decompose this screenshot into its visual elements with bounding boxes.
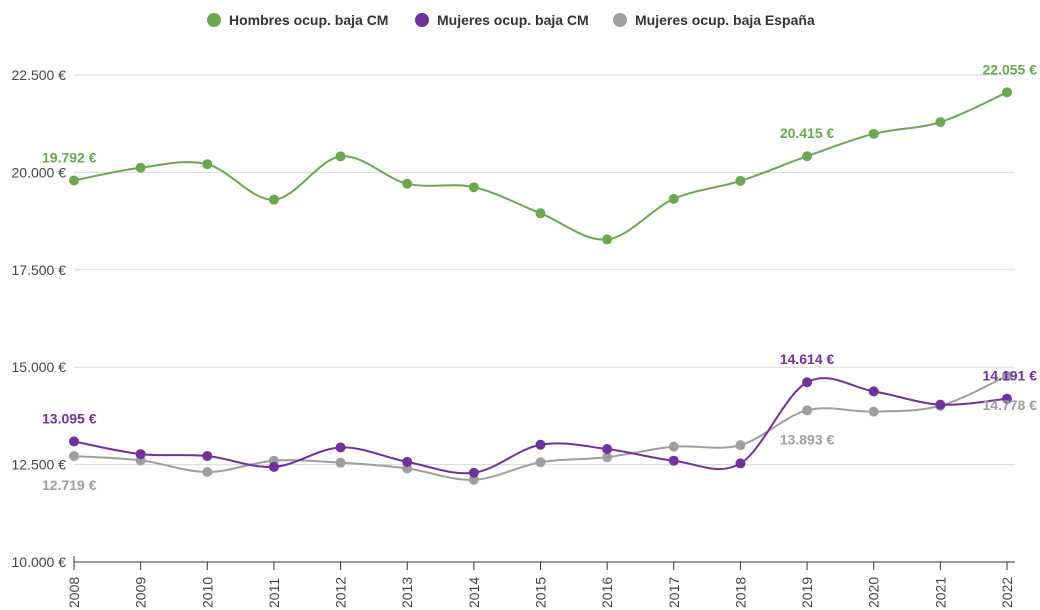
data-point [335,457,346,468]
legend-marker-mujeres-espana [613,13,627,27]
data-point [468,182,479,193]
data-point [468,467,479,478]
x-tick-label: 2019 [799,577,815,608]
data-label: 13.095 € [42,410,97,426]
legend-label-mujeres-cm: Mujeres ocup. baja CM [437,12,589,28]
x-tick-label: 2015 [533,577,549,608]
data-label: 19.792 € [42,150,97,166]
data-point [802,377,813,388]
data-point [1002,370,1012,381]
series-0 [69,87,1012,245]
data-point [735,458,746,469]
x-axis: 2008 2009 2010 2011 2012 2013 2014 2015 2016 2017… [66,556,1015,608]
data-point [468,474,479,485]
data-point [202,451,213,462]
data-label: 14.778 € [983,397,1038,413]
data-point [668,193,679,204]
series-1 [69,377,1012,478]
x-tick-label: 2021 [932,577,948,608]
data-point [202,467,213,478]
y-tick-label: 17.500 € [12,262,67,278]
x-tick-label: 2008 [66,577,82,608]
data-point [602,234,613,245]
data-label: 14.191 € [983,368,1038,384]
x-tick-label: 2020 [866,577,882,608]
data-point [868,386,879,397]
data-point [868,406,879,417]
data-point [535,457,546,468]
legend-label-mujeres-espana: Mujeres ocup. baja España [635,12,815,28]
y-tick-label: 15.000 € [12,359,67,375]
data-point [69,175,79,186]
data-labels: 19.792 € 20.415 € 22.055 € 13.095 € 14.614 €… [42,61,1037,493]
x-tick-label: 2018 [732,577,748,608]
legend-marker-hombres-cm [207,13,221,27]
data-point [69,436,79,447]
data-point [535,439,546,450]
data-point [402,178,413,189]
data-point [802,405,813,416]
y-tick-label: 20.000 € [12,164,67,180]
data-point [1002,393,1012,404]
data-point [335,151,346,162]
legend-item-hombres-cm[interactable]: Hombres ocup. baja CM [207,12,388,28]
data-point [935,117,946,128]
data-label: 12.719 € [42,477,97,493]
data-label: 22.055 € [983,61,1038,77]
data-point [202,159,213,170]
x-tick-label: 2017 [666,577,682,608]
grid [74,74,1015,466]
data-point [535,208,546,219]
data-point [735,175,746,186]
data-point [268,461,279,472]
data-point [802,151,813,162]
y-tick-label: 22.500 € [12,67,67,83]
data-point [735,440,746,451]
data-point [69,451,79,462]
x-tick-label: 2022 [999,577,1015,608]
legend-item-mujeres-espana[interactable]: Mujeres ocup. baja España [613,12,815,28]
x-tick-label: 2012 [333,577,349,608]
x-tick-label: 2009 [133,577,149,608]
x-tick-label: 2013 [399,577,415,608]
data-label: 14.614 € [780,351,835,367]
x-tick-label: 2016 [599,577,615,608]
legend: Hombres ocup. baja CM Mujeres ocup. baja… [207,12,815,28]
data-point [402,456,413,467]
y-tick-label: 12.500 € [12,457,67,473]
x-tick-label: 2011 [266,578,282,608]
data-point [602,452,613,463]
data-point [935,399,946,410]
data-point [602,444,613,455]
y-tick-label: 10.000 € [12,554,67,570]
data-label: 13.893 € [780,431,835,447]
data-point [135,449,146,460]
legend-label-hombres-cm: Hombres ocup. baja CM [229,12,388,28]
series-layer [69,87,1012,485]
y-axis: 10.000 € 12.500 € 15.000 € 17.500 € 20.000 €… [12,67,67,570]
data-point [668,441,679,452]
x-tick-label: 2010 [199,577,215,608]
data-point [868,128,879,139]
x-tick-label: 2014 [466,577,482,608]
legend-marker-mujeres-cm [415,13,429,27]
legend-item-mujeres-cm[interactable]: Mujeres ocup. baja CM [415,12,589,28]
data-point [1002,87,1012,98]
data-point [668,455,679,466]
data-label: 20.415 € [780,125,835,141]
data-point [335,442,346,453]
data-point [135,162,146,173]
data-point [268,194,279,205]
